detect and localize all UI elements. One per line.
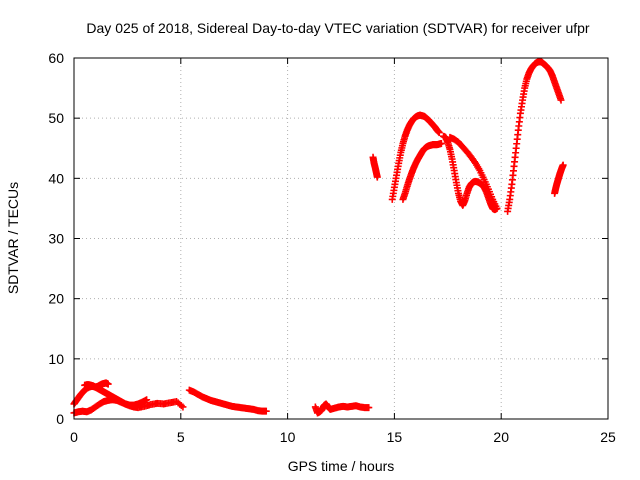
axis-ticks: 0 5 10 15 20 25 0 10 20 30 40 50 60 [48,50,616,445]
y-tick-label: 60 [48,50,64,66]
x-tick-label: 15 [387,429,403,445]
data-point [437,139,445,147]
y-tick-label: 40 [48,170,64,186]
data-point [557,96,565,104]
data-point [262,407,270,415]
data-point [104,380,112,388]
x-axis-title: GPS time / hours [288,458,395,474]
x-tick-label: 25 [600,429,616,445]
data-point [373,173,381,181]
data-point [435,129,443,137]
data-point [559,161,567,169]
x-tick-label: 20 [493,429,509,445]
x-tick-label: 10 [280,429,296,445]
y-tick-label: 0 [56,411,64,427]
grid [74,58,608,419]
x-tick-label: 5 [177,429,185,445]
chart-title: Day 025 of 2018, Sidereal Day-to-day VTE… [86,20,590,36]
y-tick-label: 50 [48,110,64,126]
x-tick-label: 0 [70,429,78,445]
y-tick-label: 30 [48,231,64,247]
data-point [179,403,187,411]
y-axis-title: SDTVAR / TECUs [5,182,21,294]
y-tick-label: 20 [48,291,64,307]
y-tick-label: 10 [48,351,64,367]
data-point [365,404,373,412]
data-marks [70,58,567,417]
data-point [493,204,501,212]
data-point [143,396,151,404]
